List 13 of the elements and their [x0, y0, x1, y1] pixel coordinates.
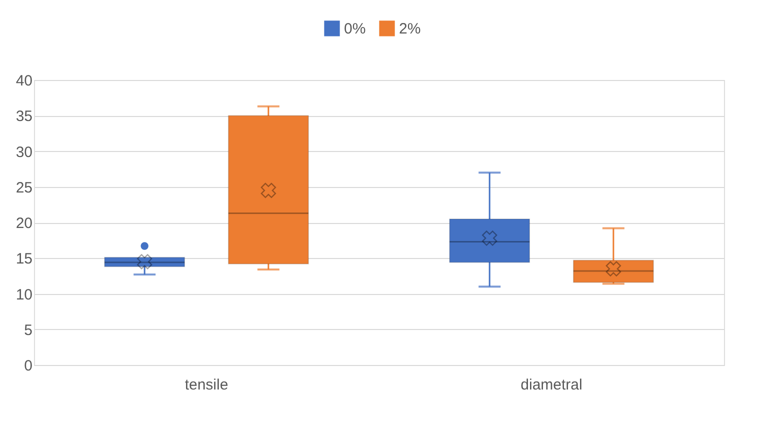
y-tick-label: 10	[16, 286, 32, 304]
x-tick-label: diametral	[520, 376, 582, 394]
y-tick-label: 0	[24, 358, 32, 374]
y-tick-label: 30	[16, 144, 32, 161]
y-tick-label: 20	[16, 215, 32, 232]
y-tick-label: 25	[16, 179, 32, 196]
y-tick-label: 5	[24, 322, 32, 339]
y-tick-label: 40	[16, 72, 32, 90]
legend-label: 2%	[399, 20, 421, 38]
legend-label: 0%	[344, 20, 366, 38]
y-tick-label: 15	[16, 250, 32, 268]
y-tick-label: 35	[16, 108, 32, 126]
x-tick-label: tensile	[184, 376, 228, 394]
